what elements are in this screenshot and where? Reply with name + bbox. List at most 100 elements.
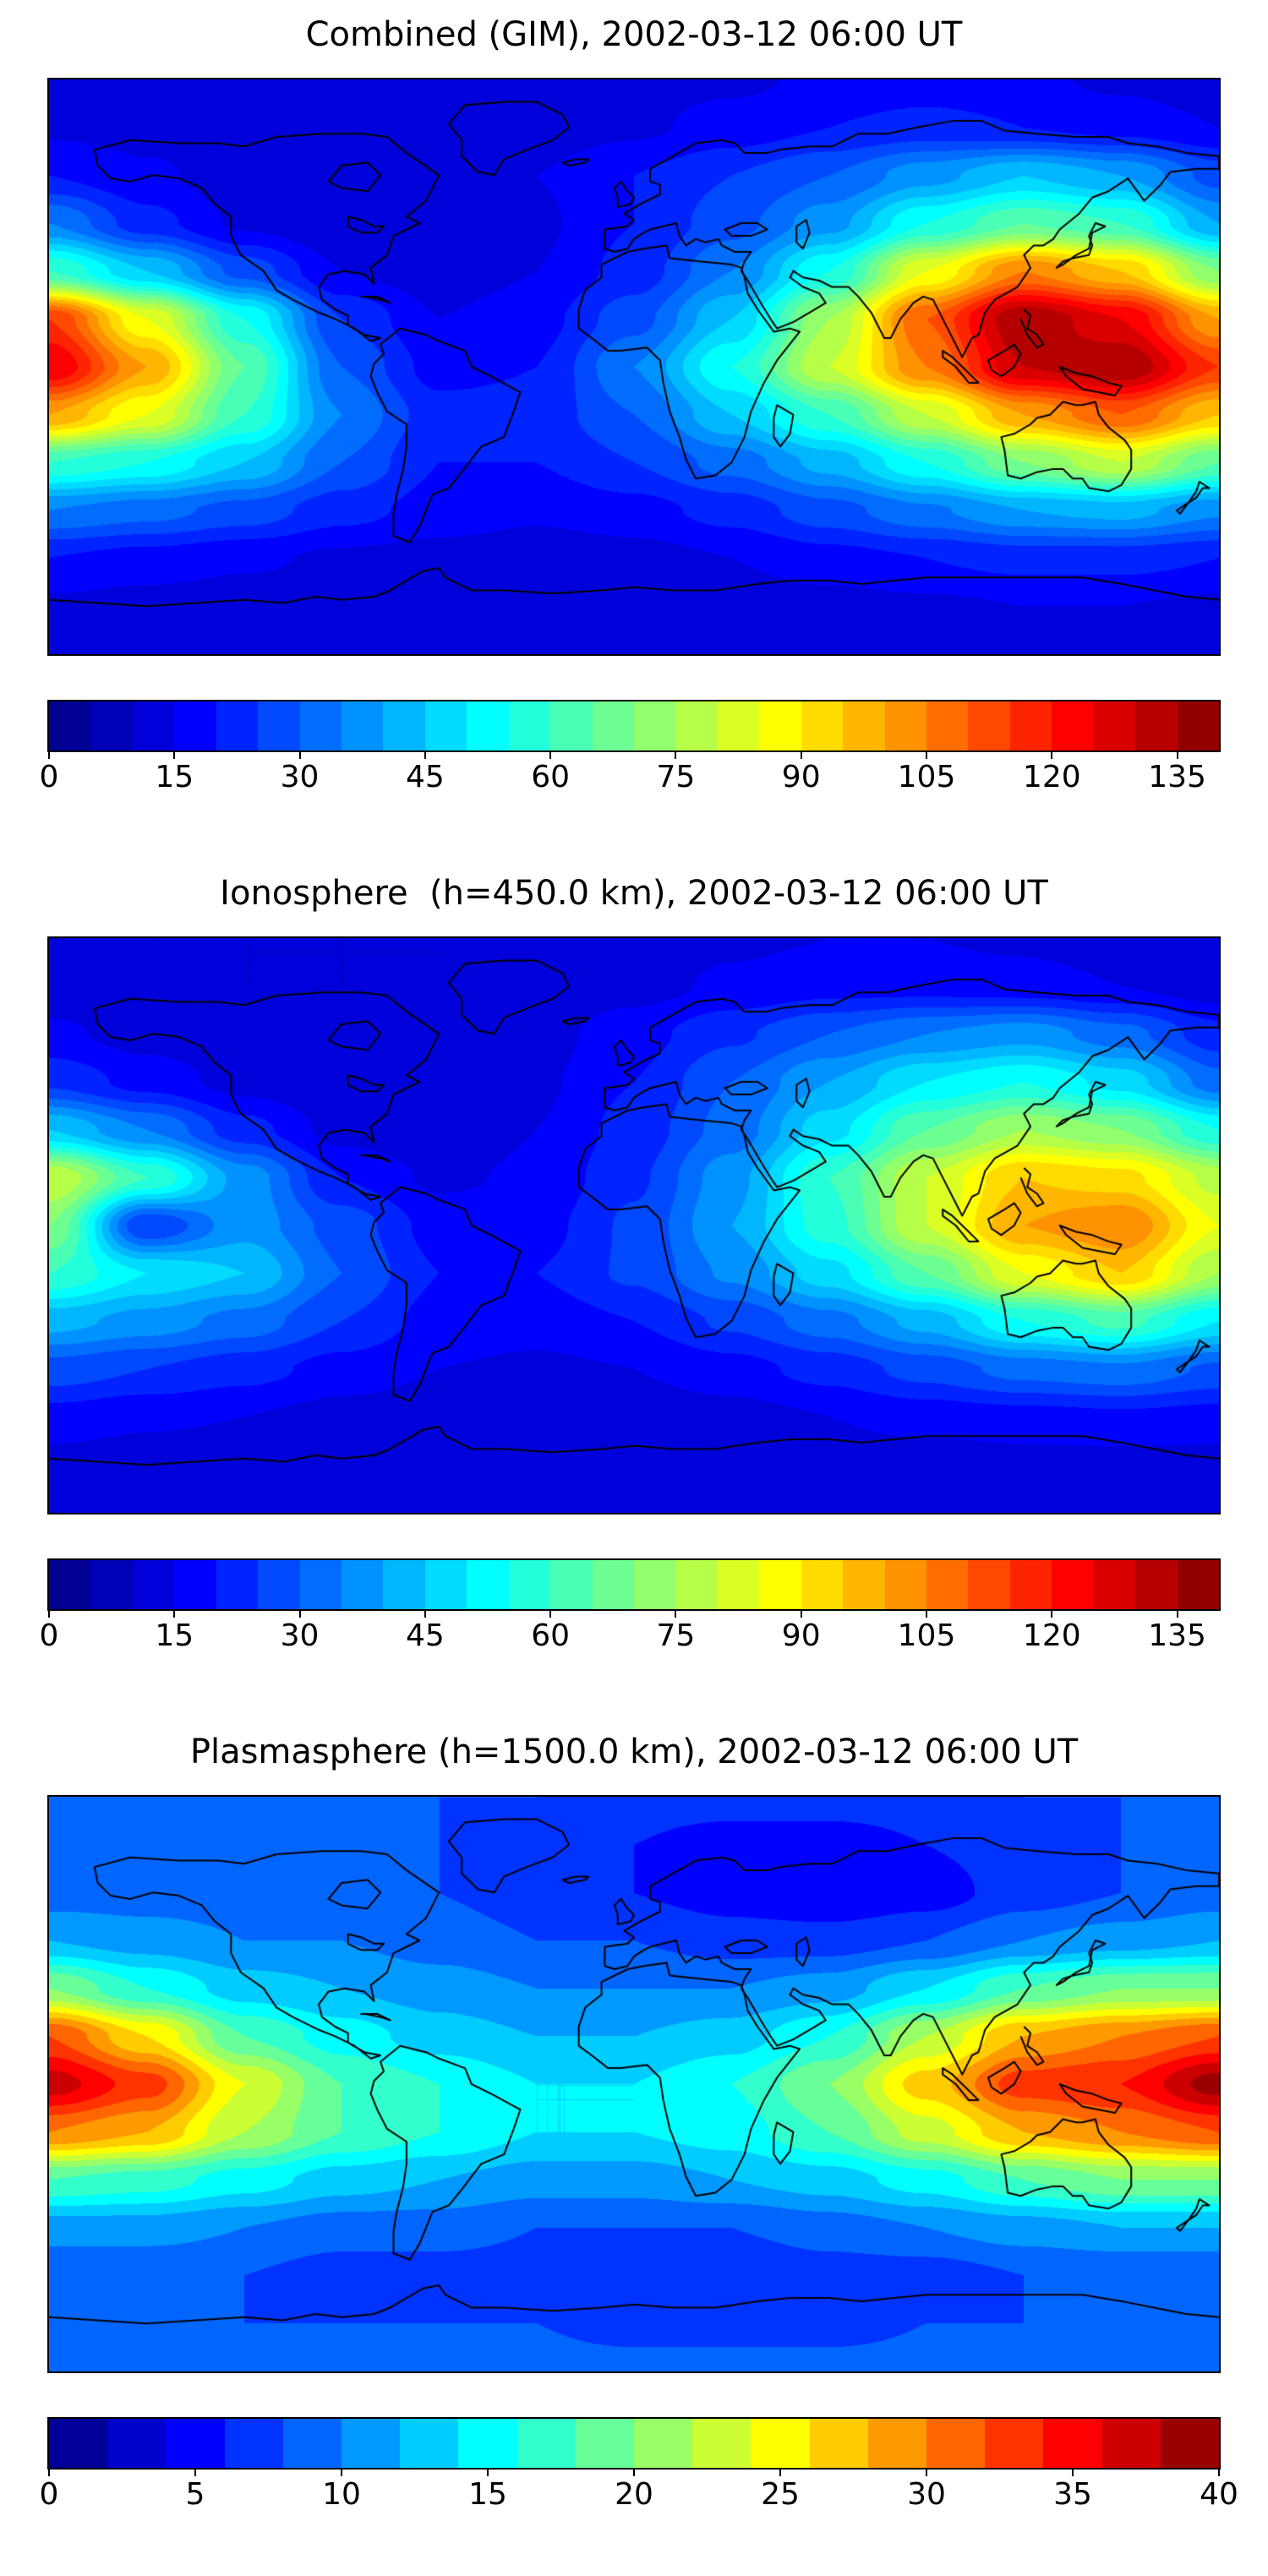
colorbar-segment [692,2419,752,2468]
colorbar-segment [801,1560,844,1609]
colorbar-segment [1177,1560,1219,1609]
colorbar-segment [258,701,301,750]
colorbar-segment [634,2419,693,2468]
colorbar-segment [550,1560,593,1609]
colorbar-segment [342,1560,385,1609]
colorbar-tick-label: 0 [39,1618,59,1653]
colorbar-segment [174,701,217,750]
colorbar-tick-mark [173,1611,176,1618]
colorbar-tick-label: 60 [531,1618,571,1653]
colorbar-segment [1177,701,1219,750]
panel-ionosphere: Ionosphere (h=450.0 km), 2002-03-12 06:0… [0,872,1268,1717]
colorbar-tick-mark [1051,1611,1053,1618]
colorbar-segment [132,1560,175,1609]
panel-plasmasphere: Plasmasphere (h=1500.0 km), 2002-03-12 0… [0,1731,1268,2576]
colorbar-ionosphere [47,1558,1221,1611]
colorbar-tick-label: 120 [1022,1618,1081,1653]
colorbar-segment [90,701,134,750]
colorbar-tick-mark [800,752,802,759]
colorbar-segment [383,701,426,750]
colorbar-segment [575,2419,635,2468]
colorbar-segment [1009,701,1052,750]
colorbar-tick-mark [48,752,50,759]
colorbar-segment [467,701,510,750]
colorbar-ticks-combined: 0 15 30 45 60 75 90 105 120 135 [40,752,1219,800]
colorbar-segment [467,1560,510,1609]
colorbar-segment [884,1560,927,1609]
colorbar-segment [717,701,760,750]
colorbar-tick-mark [633,2470,635,2476]
colorbar-tick-label: 75 [656,760,696,794]
colorbar-tick-mark [48,2470,50,2476]
colorbar-segment [400,2419,460,2468]
colorbar-tick-label: 0 [39,760,59,794]
colorbar-tick-mark [779,2470,781,2476]
colorbar-segment [224,2419,284,2468]
colorbar-segment [49,701,92,750]
colorbar-segment [968,701,1011,750]
tec-map-plasmasphere [47,1795,1221,2373]
colorbar-segment [299,701,342,750]
colorbar-tick-mark [926,2470,927,2476]
colorbar-segment [1160,2419,1219,2468]
colorbar-tick-mark [1051,752,1053,759]
colorbar-tick-label: 15 [155,760,194,794]
colorbar-segment [90,1560,134,1609]
colorbar-tick-label: 45 [405,760,445,794]
colorbar-tick-label: 35 [1053,2477,1092,2512]
colorbar-segment [1043,2419,1103,2468]
colorbar-tick-label: 135 [1148,760,1206,794]
colorbar-segment [759,1560,802,1609]
colorbar-segment [926,1560,970,1609]
colorbar-segment [458,2419,518,2468]
colorbar-segment [516,2419,577,2468]
colorbar-tick-label: 15 [155,1618,194,1653]
colorbar-segment [342,2419,401,2468]
colorbar-segment [926,2419,986,2468]
colorbar-tick-mark [1176,1611,1178,1618]
colorbar-tick-mark [1218,2470,1220,2476]
colorbar-tick-label: 30 [280,1618,320,1653]
colorbar-tick-mark [675,752,677,759]
colorbar-segment [843,701,886,750]
colorbar-tick-label: 15 [468,2477,507,2512]
colorbar-segment [424,701,467,750]
colorbar-segment [166,2419,226,2468]
tec-map-ionosphere [47,936,1221,1514]
colorbar-segment [968,1560,1011,1609]
colorbar-tick-label: 30 [907,2477,946,2512]
tec-map-combined [47,78,1221,656]
colorbar-tick-mark [173,752,176,759]
colorbar-tick-label: 90 [781,1618,821,1653]
colorbar-tick-mark [424,752,426,759]
colorbar-tick-label: 30 [280,760,320,794]
colorbar-segment [843,1560,886,1609]
colorbar-tick-mark [549,1611,552,1618]
colorbar-plasmasphere [47,2417,1221,2470]
colorbar-segment [1135,701,1178,750]
colorbar-segment [508,1560,551,1609]
colorbar-segment [985,2419,1045,2468]
colorbar-segment [884,701,927,750]
colorbar-segment [751,2419,811,2468]
colorbar-tick-label: 10 [322,2477,361,2512]
colorbar-tick-mark [1176,752,1178,759]
colorbar-segment [867,2419,927,2468]
panel-title-combined: Combined (GIM), 2002-03-12 06:00 UT [305,15,963,54]
figure-page: { "figure": { "background": "#ffffff", "… [0,14,1268,2549]
colorbar-segment [926,701,970,750]
colorbar-ticks-ionosphere: 0 15 30 45 60 75 90 105 120 135 [40,1611,1219,1658]
colorbar-segment [1135,1560,1178,1609]
colorbar-tick-mark [549,752,552,759]
colorbar-segment [675,1560,719,1609]
colorbar-tick-label: 20 [615,2477,653,2512]
colorbar-segment [299,1560,342,1609]
colorbar-segment [634,701,677,750]
colorbar-segment [1093,1560,1136,1609]
colorbar-tick-label: 5 [185,2477,205,2512]
colorbar-segment [592,701,635,750]
colorbar-tick-label: 40 [1200,2477,1238,2512]
colorbar-segment [282,2419,342,2468]
colorbar-tick-label: 105 [897,760,956,794]
colorbar-segment [1093,701,1136,750]
